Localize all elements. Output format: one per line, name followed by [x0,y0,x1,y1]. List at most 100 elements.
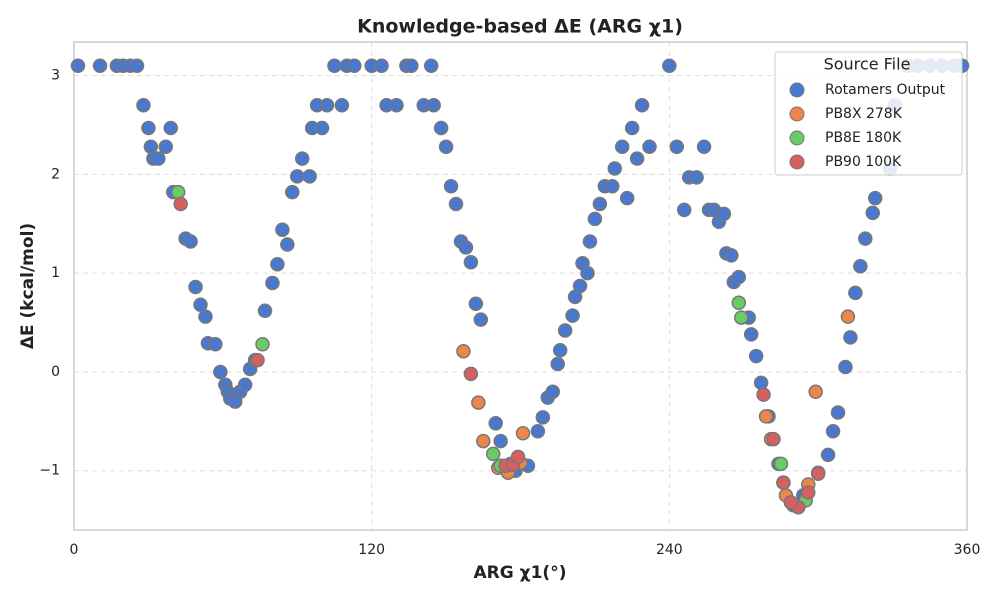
point [669,139,685,154]
point [158,139,174,154]
point [535,410,551,425]
point [753,375,769,391]
point [285,184,300,200]
point [458,240,474,255]
point [662,58,677,73]
y-tick-label: 0 [51,364,60,380]
point [565,308,580,323]
point [476,433,491,449]
x-tick-label: 240 [656,542,683,558]
legend-label: PB8X 278K [825,106,903,122]
point [853,258,868,274]
x-axis-label: ARG χ1(°) [474,563,567,583]
point [255,337,270,352]
point [766,431,781,447]
point [642,139,657,154]
point [838,359,853,375]
point [840,309,856,324]
point [756,387,771,402]
point [748,348,764,364]
point [275,222,290,237]
point [825,423,841,439]
point [858,231,873,246]
point [92,58,108,73]
point [426,97,441,113]
point [463,255,479,270]
point [237,377,253,393]
point [302,169,317,184]
legend-label: Rotamers Output [825,82,946,98]
point [294,151,310,166]
point [193,297,208,313]
point [592,196,608,212]
legend-marker [789,82,805,98]
point [374,58,389,73]
y-tick-label: 1 [51,265,60,281]
point [580,265,595,281]
legend-title: Source File [824,55,911,74]
point [70,58,86,73]
legend-label: PB8E 180K [825,130,902,146]
point [265,275,280,291]
point [619,190,635,206]
point [676,202,692,218]
point [808,384,823,399]
point [552,342,568,358]
point [734,310,749,325]
point [280,237,295,252]
point [257,303,273,318]
point [347,58,362,73]
point [776,475,791,490]
point [758,409,774,424]
point [743,327,759,342]
y-tick-label: 2 [51,166,60,182]
point [607,161,623,176]
point [820,447,836,463]
point [587,211,603,227]
point [433,120,449,136]
point [624,120,640,136]
point [867,190,883,206]
point [443,178,459,194]
point [545,384,560,399]
point [515,425,531,441]
point [173,196,188,212]
point [327,58,342,73]
point [557,323,573,338]
point [550,356,565,372]
point [485,446,501,462]
point [493,433,508,449]
point [136,97,151,113]
point [448,196,464,212]
point [143,139,159,154]
point [724,248,739,263]
legend-marker [789,130,805,146]
point [404,58,419,73]
point [129,58,145,73]
x-tick-label: 0 [70,542,79,558]
point [582,234,598,249]
point [389,97,404,113]
point [141,120,156,136]
x-tick-label: 120 [358,542,385,558]
point [290,169,305,184]
legend-marker [789,106,805,122]
point [151,151,166,166]
point [468,296,484,312]
legend-marker [789,154,805,170]
point [865,205,880,221]
point [319,97,335,113]
plot-frame [73,41,968,531]
point [438,139,454,154]
point [314,120,330,136]
point [696,139,712,154]
y-tick-label: 3 [51,68,60,84]
point [510,449,526,465]
point [334,97,350,113]
point [208,337,223,352]
legend-box [774,51,963,176]
point [716,206,732,222]
point [572,278,588,294]
point [473,312,489,327]
